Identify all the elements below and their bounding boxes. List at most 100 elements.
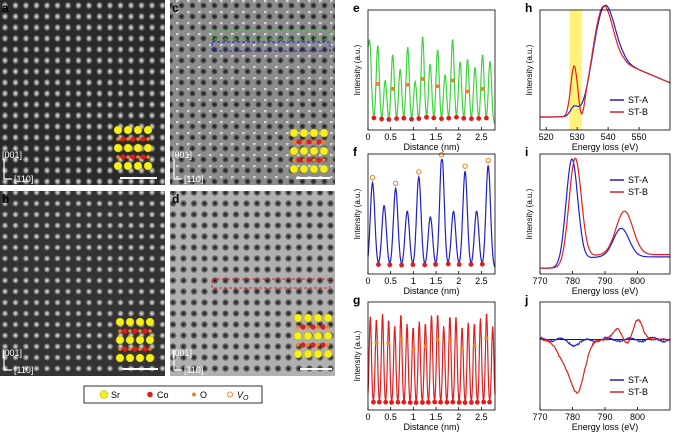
legend-vo-marker xyxy=(227,391,233,398)
co-marker-f-1 xyxy=(387,262,393,268)
series-i-st-a xyxy=(540,158,670,269)
dir-001-c: [001] xyxy=(172,150,192,160)
legend-co-label: Co xyxy=(157,390,169,400)
direction-axes-c: [001] [110] xyxy=(172,150,203,184)
co-marker-g-19 xyxy=(487,399,492,405)
series-g xyxy=(367,313,496,403)
stem-panel-d: d [001] [110] xyxy=(170,191,335,376)
co-marker-g-2 xyxy=(383,399,389,405)
co-marker-e-7 xyxy=(424,114,429,120)
series-h-st-b xyxy=(540,5,671,118)
line-profile-box-red xyxy=(211,278,331,289)
dir-001-d: [001] xyxy=(172,348,192,358)
co-marker-g-12 xyxy=(444,399,450,405)
panel-label-e: e xyxy=(353,1,360,15)
xlabel-j: Energy loss (eV) xyxy=(572,422,639,432)
xlabel-f: Distance (nm) xyxy=(403,286,459,296)
dir-001-b: [001] xyxy=(2,348,22,358)
vo-marker-f-3 xyxy=(438,152,445,158)
panel-label-d: d xyxy=(172,192,179,206)
xtick-label-i-3: 800 xyxy=(630,276,645,286)
co-marker-e-9 xyxy=(439,116,444,122)
xtick-label-f-3: 1.5 xyxy=(430,276,443,286)
chart-g: 0 0.5 1 1.5 2 2.5 Distance (nm) Intensity (a.u.… xyxy=(353,293,496,432)
legend-label-h-0: ST-A xyxy=(628,95,648,105)
o-marker-g-9 xyxy=(484,336,489,341)
frame-e xyxy=(367,9,496,131)
frame-h xyxy=(539,9,671,131)
ylabel-h: Intensity (a.u.) xyxy=(525,44,534,95)
co-marker-f-5 xyxy=(433,261,438,267)
xtick-label-i-0: 770 xyxy=(532,276,547,286)
xtick-label-f-2: 1 xyxy=(411,276,416,286)
xtick-label-j-0: 770 xyxy=(532,412,547,422)
ylabel-i: Intensity (a.u.) xyxy=(525,188,534,239)
co-marker-e-12 xyxy=(461,115,467,121)
xtick-label-g-3: 1.5 xyxy=(430,412,443,422)
xtick-label-j-2: 790 xyxy=(597,412,612,422)
direction-axes-a: [001] [110] xyxy=(2,150,33,184)
dir-110-c: [110] xyxy=(184,174,203,184)
ylabel-f: Intensity (a.u.) xyxy=(353,188,362,239)
xtick-label-h-0: 520 xyxy=(539,132,554,142)
stem-panel-b: b [001] [110] xyxy=(0,191,165,376)
co-marker-g-15 xyxy=(462,400,468,405)
xtick-label-e-2: 1 xyxy=(411,132,416,142)
co-marker-f-3 xyxy=(410,262,416,268)
o-marker-g-7 xyxy=(459,346,464,351)
o-marker-e-3 xyxy=(420,76,425,81)
co-marker-e-3 xyxy=(394,116,399,121)
series-h-st-a xyxy=(540,4,671,118)
xtick-label-g-2: 1 xyxy=(411,412,416,422)
line-profile-box-blue xyxy=(211,41,331,52)
o-marker-g-8 xyxy=(472,344,477,349)
co-marker-g-14 xyxy=(456,400,462,405)
co-marker-g-9 xyxy=(425,399,431,405)
panel-label-f: f xyxy=(353,145,358,159)
atom-legend: Sr Co O VO xyxy=(83,385,263,404)
co-marker-g-11 xyxy=(438,399,443,405)
xtick-label-f-5: 2.5 xyxy=(475,276,488,286)
co-marker-g-10 xyxy=(432,399,438,405)
panel-label-c: c xyxy=(172,1,179,15)
legend-label-j-0: ST-A xyxy=(628,375,648,385)
panel-label-g: g xyxy=(353,293,360,307)
co-marker-g-17 xyxy=(474,399,480,405)
co-marker-f-0 xyxy=(376,262,381,268)
vo-marker-f-5 xyxy=(485,157,491,164)
legend-vo-label: VO xyxy=(237,390,249,402)
vo-marker-f-2 xyxy=(416,169,422,175)
co-marker-e-13 xyxy=(469,116,474,122)
co-marker-e-6 xyxy=(416,116,422,121)
series-j-st-b xyxy=(539,318,671,395)
co-marker-f-4 xyxy=(422,262,428,268)
xtick-label-i-1: 780 xyxy=(565,276,580,286)
legend-o-marker xyxy=(192,392,196,397)
o-marker-e-2 xyxy=(405,82,410,87)
xtick-label-g-1: 0.5 xyxy=(384,412,397,422)
o-marker-g-0 xyxy=(374,340,379,345)
co-marker-g-5 xyxy=(401,399,407,405)
co-marker-e-11 xyxy=(454,114,459,120)
xtick-label-e-4: 2 xyxy=(456,132,461,142)
chart-f: 0 0.5 1 1.5 2 2.5 Distance (nm) Intensity (a.u.… xyxy=(353,145,496,296)
legend-sr-marker xyxy=(99,390,109,399)
vo-marker-f-0 xyxy=(369,174,376,181)
legend-label-i-0: ST-A xyxy=(628,175,648,185)
co-marker-f-2 xyxy=(399,262,404,268)
xtick-label-h-3: 550 xyxy=(632,132,647,142)
o-marker-e-7 xyxy=(480,86,485,91)
panel-label-a: a xyxy=(2,1,9,15)
xtick-label-f-4: 2 xyxy=(456,276,461,286)
o-marker-g-5 xyxy=(435,337,440,342)
stem-panel-a: a [001] [110] xyxy=(0,0,165,185)
o-marker-g-4 xyxy=(423,343,428,348)
co-marker-g-16 xyxy=(469,400,474,405)
xtick-label-f-0: 0 xyxy=(365,276,370,286)
co-marker-g-6 xyxy=(407,400,413,405)
legend-o-label: O xyxy=(200,390,207,400)
co-marker-e-8 xyxy=(431,115,437,121)
line-profile-box-green xyxy=(211,29,331,40)
xtick-label-g-4: 2 xyxy=(456,412,461,422)
